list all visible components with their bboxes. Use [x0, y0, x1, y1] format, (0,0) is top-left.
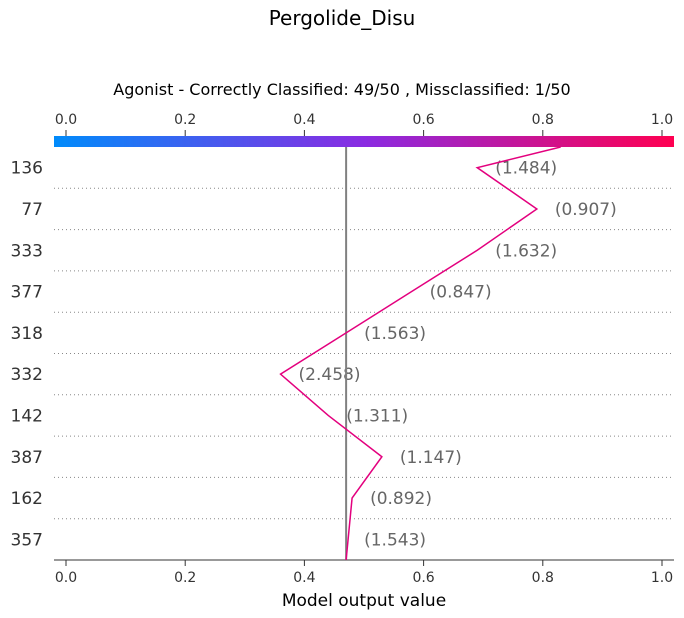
bottom-tick-label: 0.6: [412, 570, 434, 586]
top-tick-label: 1.0: [651, 112, 673, 128]
feature-label: 377: [11, 283, 43, 303]
top-tick-label: 0.4: [293, 112, 315, 128]
top-tick-label: 0.2: [174, 112, 196, 128]
feature-label: 357: [11, 530, 43, 550]
feature-value-label: (0.892): [370, 489, 432, 509]
feature-label: 142: [11, 406, 43, 426]
feature-value-label: (0.847): [430, 283, 492, 303]
feature-value-label: (1.147): [400, 448, 462, 468]
feature-label: 387: [11, 448, 43, 468]
x-axis-label: Model output value: [282, 591, 446, 611]
bottom-tick-label: 1.0: [651, 570, 673, 586]
feature-value-label: (1.543): [364, 530, 426, 550]
bottom-tick-label: 0.4: [293, 570, 315, 586]
feature-value-label: (1.311): [346, 406, 408, 426]
top-tick-label: 0.6: [412, 112, 434, 128]
bottom-tick-label: 0.0: [55, 570, 77, 586]
bottom-tick-label: 0.2: [174, 570, 196, 586]
feature-value-label: (1.563): [364, 324, 426, 344]
feature-value-label: (1.484): [495, 159, 557, 179]
colorbar: [54, 136, 674, 147]
feature-label: 332: [11, 365, 43, 385]
feature-value-label: (0.907): [555, 200, 617, 220]
feature-value-label: (1.632): [495, 241, 557, 261]
decision-path-line: [279, 146, 561, 561]
feature-label: 333: [11, 241, 43, 261]
feature-label: 162: [11, 489, 43, 509]
top-tick-label: 0.0: [55, 112, 77, 128]
chart-title: Pergolide_Disu: [268, 6, 416, 30]
feature-label: 136: [11, 159, 43, 179]
feature-label: 318: [11, 324, 43, 344]
feature-value-label: (2.458): [299, 365, 361, 385]
top-tick-label: 0.8: [532, 112, 554, 128]
feature-label: 77: [21, 200, 43, 220]
bottom-tick-label: 0.8: [532, 570, 554, 586]
chart-subtitle: Agonist - Correctly Classified: 49/50 , …: [113, 80, 571, 99]
